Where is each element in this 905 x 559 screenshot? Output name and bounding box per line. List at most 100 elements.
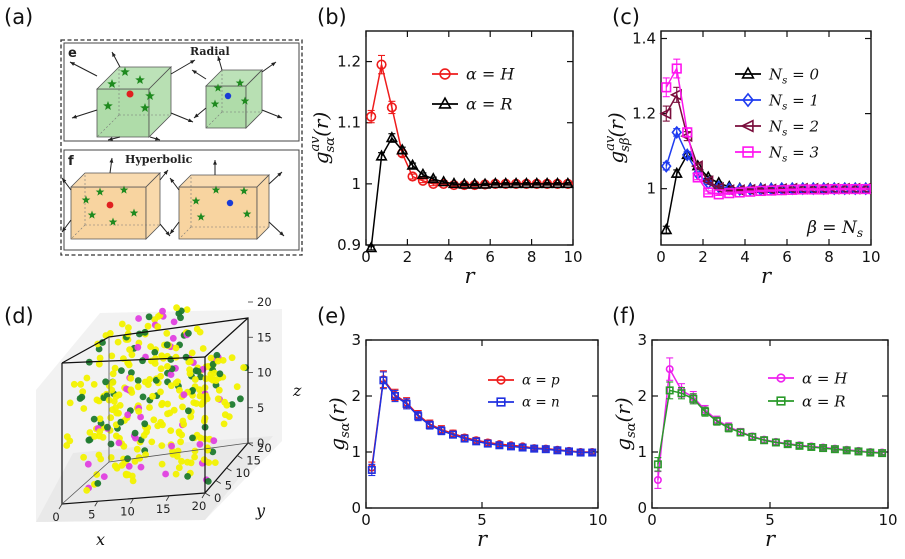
data-point <box>842 446 851 455</box>
y-tick-label: 1.1 <box>337 114 361 132</box>
data-point <box>736 428 745 437</box>
scatter-point <box>172 470 180 478</box>
data-point <box>671 63 682 74</box>
scatter-point <box>200 417 208 425</box>
plot-frame <box>365 30 574 246</box>
scatter-point <box>96 415 104 423</box>
scatter-point <box>137 463 145 471</box>
data-point <box>437 426 446 435</box>
arrow-head-icon <box>112 52 116 57</box>
x-tick-label: 0 <box>647 511 657 529</box>
y-tick-label: 1 <box>351 443 361 461</box>
x-axis-label: r <box>761 264 773 288</box>
data-point <box>677 389 686 398</box>
arrow-head-icon <box>72 114 77 119</box>
scatter-point <box>136 330 143 338</box>
data-point <box>576 448 585 457</box>
scatter-point <box>124 471 132 479</box>
scatter-point <box>178 457 185 465</box>
data-point <box>385 131 398 143</box>
scatter-point <box>186 370 194 377</box>
x-axis-label: r <box>765 527 777 551</box>
scatter-point <box>125 462 133 470</box>
legend-label: Ns = 1 <box>768 91 819 112</box>
scatter-point <box>99 339 106 346</box>
data-point <box>495 441 504 450</box>
panel-label-f: (f) <box>612 304 636 328</box>
scatter-point <box>95 451 103 459</box>
x-tick-label: 10 <box>861 248 880 266</box>
scatter-point <box>132 434 139 442</box>
star-icon <box>95 187 105 196</box>
scatter-point <box>109 378 117 386</box>
panel-label-e: (e) <box>317 304 346 328</box>
scatter-point <box>79 388 87 396</box>
y-tick-label: 1.2 <box>632 105 656 123</box>
data-point <box>850 183 861 195</box>
chart-f: 0 5 10 0 1 2 3 r gsα(r) α = H α = R <box>611 331 898 551</box>
scatter-point <box>104 423 111 431</box>
scatter-point <box>124 324 132 332</box>
data-point <box>460 434 469 443</box>
scatter-point <box>209 360 217 368</box>
legend-marker <box>496 397 506 407</box>
data-point <box>447 177 461 189</box>
scatter-point <box>159 307 166 315</box>
scatter-point <box>211 369 219 377</box>
star-icon <box>140 103 150 112</box>
y-tick-mark <box>247 442 254 447</box>
cube-top-face <box>70 172 161 188</box>
star-icon <box>235 78 245 87</box>
scatter-point <box>197 373 205 381</box>
scatter-point <box>66 399 74 407</box>
scatter-point <box>191 447 199 455</box>
x-tick-label: 0 <box>361 511 371 529</box>
data-point <box>520 177 533 189</box>
star-icon <box>108 217 118 226</box>
arrow-head-icon <box>190 60 195 65</box>
legend-entry: α = p <box>488 373 560 389</box>
scatter-point <box>220 420 228 428</box>
scatter-point <box>196 440 204 448</box>
data-point <box>671 125 683 140</box>
legend-label: α = R <box>802 392 846 410</box>
y-tick-label: 15 <box>246 454 261 468</box>
scatter-point <box>144 322 152 330</box>
scatter-point <box>209 448 217 456</box>
scatter-point <box>158 460 166 468</box>
data-point <box>713 189 724 200</box>
scatter-point <box>63 433 71 441</box>
scatter-point <box>150 416 158 424</box>
scatter-point <box>209 376 217 384</box>
data-point <box>682 127 693 138</box>
scatter-3d-z-label: z <box>292 381 302 400</box>
scatter-point <box>147 343 155 350</box>
scatter-point <box>214 395 222 403</box>
legend-marker <box>741 66 755 79</box>
arrow-head-icon <box>155 136 160 141</box>
x-tick-label: 6 <box>485 248 495 266</box>
data-point <box>660 223 673 235</box>
star-icon <box>191 196 201 205</box>
scatter-point <box>108 352 116 360</box>
data-point <box>661 82 672 93</box>
data-point <box>701 407 710 416</box>
scatter-point <box>134 377 142 384</box>
scatter-point <box>125 361 133 369</box>
data-point <box>818 184 829 195</box>
scatter-point <box>70 380 78 388</box>
x-axis-label: r <box>464 264 476 288</box>
scatter-point <box>115 391 123 399</box>
hyperbolic-box-letter: f <box>68 154 74 169</box>
arrow-head-icon <box>62 178 67 183</box>
x-axis-label: r <box>477 527 489 551</box>
data-point <box>771 438 780 447</box>
scatter-point <box>191 376 199 383</box>
data-point <box>414 412 423 421</box>
scatter-point <box>219 357 227 364</box>
scatter-point <box>140 432 148 439</box>
x-tick-mark <box>165 495 170 501</box>
data-point <box>878 449 887 458</box>
data-point <box>427 172 440 184</box>
data-point <box>866 448 875 457</box>
